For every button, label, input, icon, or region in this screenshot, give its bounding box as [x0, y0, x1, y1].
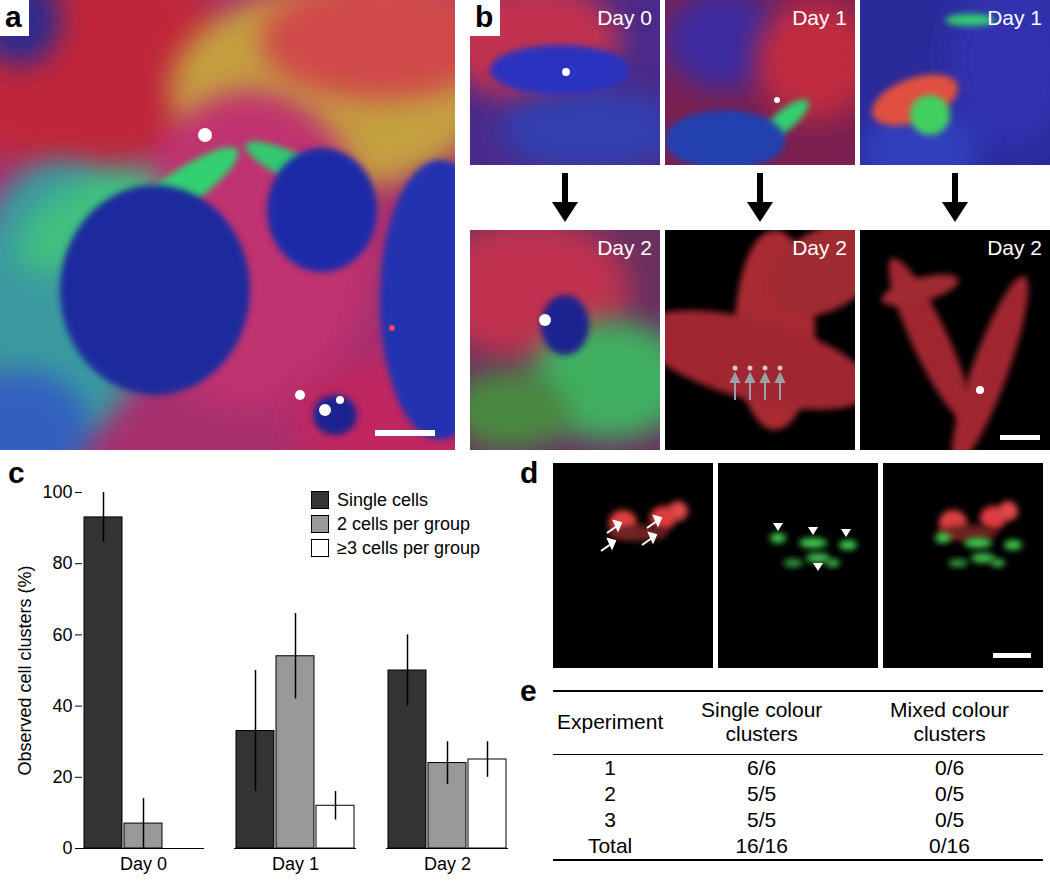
html-text:0/6: 0/6 [935, 756, 965, 779]
svg-text:Day 2: Day 2 [424, 854, 471, 874]
svg-text:Day 0: Day 0 [120, 854, 167, 874]
html-text:Day 1: Day 1 [792, 6, 847, 29]
html-text:16/16: 16/16 [735, 834, 788, 857]
svg-text:100: 100 [42, 482, 72, 502]
html-text:a: a [5, 0, 22, 33]
html-text:Experiment: Experiment [557, 710, 664, 733]
svg-text:0: 0 [62, 838, 72, 858]
html-text:5/5: 5/5 [747, 808, 777, 831]
svg-text:40: 40 [52, 696, 72, 716]
html-text:d: d [520, 456, 539, 489]
html-text:Day 2: Day 2 [987, 236, 1042, 259]
html-text:≥3 cells per group: ≥3 cells per group [337, 538, 480, 558]
svg-text:20: 20 [52, 767, 72, 787]
html-text:5/5: 5/5 [747, 782, 777, 805]
html-text:1: 1 [604, 756, 616, 779]
html-text:3: 3 [604, 808, 616, 831]
html-text:Single cells: Single cells [337, 490, 429, 510]
html-text:0/16: 0/16 [929, 834, 970, 857]
html-text:b: b [475, 0, 494, 33]
html-text:Day 1: Day 1 [987, 6, 1042, 29]
html-text:Day 2: Day 2 [597, 236, 652, 259]
svg-text:Observed cell clusters (%): Observed cell clusters (%) [15, 565, 35, 775]
html-text:Day 2: Day 2 [792, 236, 847, 259]
html-text:0/5: 0/5 [935, 808, 965, 831]
html-text:Day 0: Day 0 [597, 6, 652, 29]
html-text:2: 2 [604, 782, 616, 805]
html-text:0/5: 0/5 [935, 782, 965, 805]
html-text:e: e [520, 674, 537, 707]
svg-text:Day 1: Day 1 [272, 854, 319, 874]
html-text:Single colour clusters: Single colour clusters [701, 698, 823, 745]
html-text:Total: Total [587, 834, 633, 857]
html-text:2 cells per group: 2 cells per group [337, 514, 471, 534]
html-text:6/6: 6/6 [747, 756, 777, 779]
svg-text:60: 60 [52, 625, 72, 645]
html-text:c: c [8, 456, 25, 489]
html-text:Mixed colour clusters: Mixed colour clusters [890, 698, 1010, 745]
svg-text:80: 80 [52, 553, 72, 573]
